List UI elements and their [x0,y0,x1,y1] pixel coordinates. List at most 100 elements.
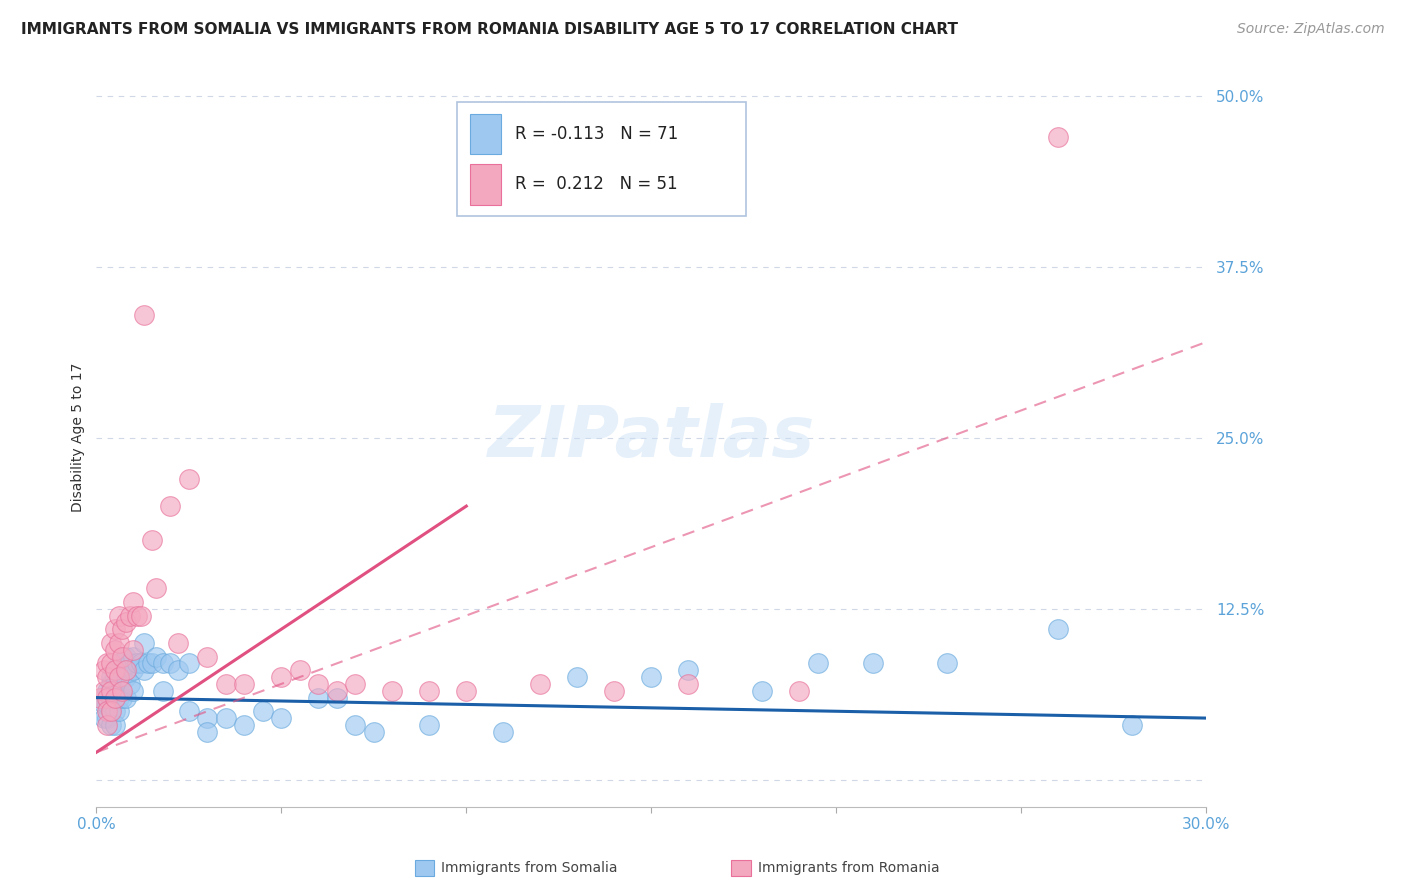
Point [100,636,122,650]
Text: Immigrants from Romania: Immigrants from Romania [758,861,939,875]
Point [1047,622,1070,636]
Point [118,677,141,691]
Point [270,670,292,684]
Point [141,533,163,548]
Point [152,657,174,671]
Point [936,657,959,671]
Point [111,683,134,698]
Point [640,670,662,684]
Point [381,683,404,698]
Point [111,670,134,684]
Point [529,677,551,691]
Point [89,690,111,705]
Point [107,657,129,671]
Point [751,683,773,698]
Point [807,657,830,671]
Point [100,690,122,705]
Point [115,649,138,664]
Bar [471,164,502,205]
Point [129,657,152,671]
Point [111,663,134,677]
Point [1047,129,1070,144]
Point [122,649,145,664]
Point [122,663,145,677]
Point [233,718,256,732]
Point [107,670,129,684]
Point [115,690,138,705]
Point [100,683,122,698]
Point [215,711,238,725]
Point [100,704,122,718]
Point [177,657,200,671]
Point [177,704,200,718]
Point [166,636,188,650]
Point [122,595,145,609]
Point [195,711,218,725]
Text: R = -0.113   N = 71: R = -0.113 N = 71 [515,125,678,143]
Point [96,670,118,684]
Point [326,683,349,698]
Point [96,690,118,705]
Point [115,670,138,684]
Point [166,663,188,677]
Point [1121,718,1143,732]
Point [104,663,127,677]
Point [344,677,367,691]
Point [100,718,122,732]
Point [125,608,148,623]
Text: ZIPatlas: ZIPatlas [488,403,815,472]
Point [678,677,700,691]
Point [195,724,218,739]
Point [118,608,141,623]
Point [107,670,129,684]
Text: Source: ZipAtlas.com: Source: ZipAtlas.com [1237,22,1385,37]
FancyBboxPatch shape [457,102,745,216]
Point [107,690,129,705]
Point [134,636,156,650]
Point [118,657,141,671]
Point [107,608,129,623]
Point [96,690,118,705]
Point [100,670,122,684]
Point [111,690,134,705]
Point [177,472,200,486]
Point [115,663,138,677]
Point [129,608,152,623]
Point [93,698,115,712]
Point [136,657,159,671]
Point [111,649,134,664]
Point [111,622,134,636]
Point [107,704,129,718]
Point [307,690,329,705]
Point [104,690,127,705]
Point [215,677,238,691]
Point [93,683,115,698]
Point [104,677,127,691]
Point [93,663,115,677]
Point [567,670,589,684]
Point [326,690,349,705]
Point [96,704,118,718]
Point [145,581,167,595]
Point [233,677,256,691]
Y-axis label: Disability Age 5 to 17: Disability Age 5 to 17 [72,363,86,512]
Point [862,657,884,671]
Point [104,683,127,698]
Point [100,698,122,712]
Point [104,704,127,718]
Point [195,649,218,664]
Point [270,711,292,725]
Point [104,690,127,705]
Point [104,642,127,657]
Point [115,615,138,630]
Point [288,663,311,677]
Point [159,657,181,671]
Point [603,683,626,698]
Point [100,683,122,698]
Point [100,657,122,671]
Point [418,683,440,698]
Point [678,663,700,677]
Text: IMMIGRANTS FROM SOMALIA VS IMMIGRANTS FROM ROMANIA DISABILITY AGE 5 TO 17 CORREL: IMMIGRANTS FROM SOMALIA VS IMMIGRANTS FR… [21,22,957,37]
Point [134,663,156,677]
Point [252,704,274,718]
